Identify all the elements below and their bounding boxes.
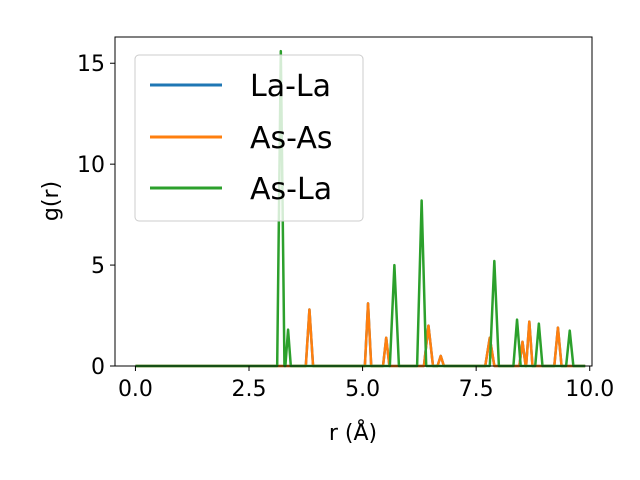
y-axis-label: g(r) <box>39 181 64 221</box>
axes-frame <box>114 36 593 367</box>
series-line-as-as <box>135 302 586 368</box>
x-axis-label: r (Å) <box>329 419 377 446</box>
legend-box <box>134 54 364 222</box>
y-axis-ticks: 0 5 10 15 <box>77 52 115 380</box>
y-tick-label: 10 <box>77 153 105 178</box>
x-tick-label: 2.5 <box>232 377 267 402</box>
x-tick-label: 5.0 <box>345 377 380 402</box>
y-tick-label: 15 <box>77 52 105 77</box>
x-tick-label: 7.5 <box>459 377 494 402</box>
x-axis-ticks: 0.0 2.5 5.0 7.5 10.0 <box>118 366 614 402</box>
x-tick-label: 10.0 <box>565 377 614 402</box>
y-tick-label: 0 <box>91 355 105 380</box>
y-tick-label: 5 <box>91 254 105 279</box>
x-tick-label: 0.0 <box>118 377 153 402</box>
legend-label-as-la: As-La <box>250 172 332 207</box>
legend: La-La As-As As-La <box>134 54 364 222</box>
legend-label-la-la: La-La <box>250 69 331 104</box>
legend-label-as-as: As-As <box>250 121 332 156</box>
